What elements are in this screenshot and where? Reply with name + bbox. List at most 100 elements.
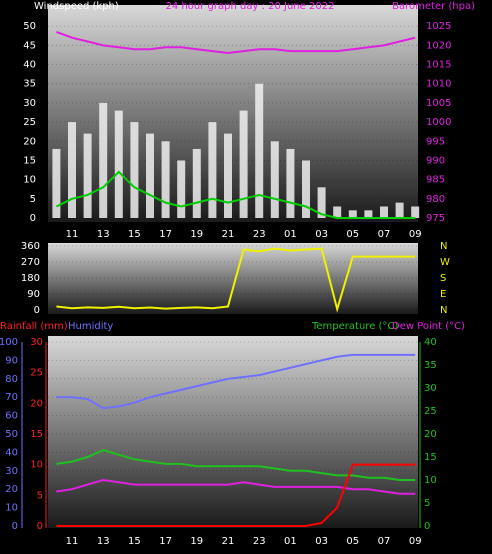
y-tick-label: 15	[23, 155, 36, 166]
y-tick-label: 1000	[426, 117, 451, 128]
x-tick-label: 11	[66, 229, 79, 240]
x-tick-label: 19	[190, 536, 203, 547]
bar	[114, 110, 123, 218]
y-tick-label: 40	[23, 60, 36, 71]
bar	[348, 210, 357, 218]
x-tick-label: 03	[315, 229, 328, 240]
y-tick-label: 70	[5, 392, 18, 403]
y-tick-label: 180	[21, 273, 40, 284]
x-tick-label: 23	[253, 536, 266, 547]
y-tick-label: 0	[12, 521, 18, 532]
y-tick-label: 0	[30, 213, 36, 224]
x-tick-label: 07	[378, 536, 391, 547]
x-tick-label: 05	[346, 536, 359, 547]
bar	[380, 206, 388, 218]
bar	[411, 206, 420, 218]
y-tick-label: 20	[5, 484, 18, 495]
series-line	[56, 478, 416, 495]
bar	[302, 160, 310, 218]
x-tick-label: 13	[97, 536, 110, 547]
direction-label: N	[440, 241, 447, 252]
y-tick-label: 20	[424, 429, 437, 440]
series-line	[56, 30, 416, 55]
x-tick-label: 07	[378, 229, 391, 240]
y-tick-label: 10	[30, 460, 43, 471]
y-tick-label: 25	[30, 368, 43, 379]
x-tick-label: 15	[128, 536, 141, 547]
y-axis-title: Windspeed (kph)	[34, 1, 119, 12]
x-tick-label: 03	[315, 536, 328, 547]
y-tick-label: 20	[30, 398, 43, 409]
y-tick-label: 5	[30, 194, 36, 205]
bar	[161, 141, 170, 218]
y-tick-label: 25	[424, 406, 437, 417]
bar	[364, 210, 373, 218]
bar	[224, 133, 232, 218]
bar	[146, 133, 154, 218]
y-tick-label: 80	[5, 374, 18, 385]
plot-area	[48, 336, 418, 528]
bar	[177, 160, 186, 218]
bar	[270, 141, 279, 218]
x-tick-label: 09	[409, 229, 422, 240]
bar	[99, 102, 108, 218]
bar	[239, 110, 248, 218]
direction-label: E	[440, 289, 446, 300]
y-tick-label: 30	[424, 383, 437, 394]
bar	[255, 83, 264, 219]
y-axis-title: Humidity	[68, 321, 113, 332]
direction-label: N	[440, 305, 447, 316]
bar	[317, 187, 326, 218]
y-tick-label: 20	[23, 136, 36, 147]
bar	[52, 148, 61, 218]
x-tick-label: 21	[222, 229, 235, 240]
bar	[333, 206, 342, 218]
y-tick-label: 90	[5, 355, 18, 366]
x-tick-label: 19	[190, 229, 203, 240]
y-tick-label: 5	[424, 498, 430, 509]
y-tick-label: 90	[27, 289, 40, 300]
y3-axis-title: Rainfall (mm)	[0, 321, 68, 332]
x-tick-label: 17	[159, 536, 172, 547]
y-tick-label: 0	[37, 521, 43, 532]
y-tick-label: 5	[37, 490, 43, 501]
x-tick-label: 11	[66, 536, 79, 547]
y-tick-label: 40	[424, 337, 437, 348]
y-tick-label: 100	[0, 337, 18, 348]
y-tick-label: 60	[5, 411, 18, 422]
x-tick-label: 01	[284, 229, 297, 240]
bar	[83, 133, 92, 218]
y-tick-label: 15	[424, 452, 437, 463]
bar	[130, 122, 139, 218]
y-tick-label: 985	[426, 175, 445, 186]
y-tick-label: 45	[23, 40, 36, 51]
x-tick-label: 13	[97, 229, 110, 240]
series-line	[56, 449, 416, 481]
series-line	[55, 170, 416, 219]
y2-axis-title: Barometer (hpa)	[392, 1, 475, 12]
y-tick-label: 1005	[426, 98, 451, 109]
bar	[68, 122, 76, 218]
y-tick-label: 990	[426, 155, 445, 166]
y-tick-label: 10	[424, 475, 437, 486]
series-line	[56, 463, 416, 527]
bar	[395, 202, 404, 218]
y-tick-label: 35	[23, 79, 36, 90]
y-tick-label: 50	[23, 21, 36, 32]
y-tick-label: 1020	[426, 40, 451, 51]
x-tick-label: 15	[128, 229, 141, 240]
plot-area	[48, 5, 418, 222]
y-tick-label: 15	[30, 429, 43, 440]
y-tick-label: 360	[21, 241, 40, 252]
y-tick-label: 10	[23, 175, 36, 186]
y-tick-label: 30	[30, 337, 43, 348]
y-tick-label: 1025	[426, 21, 451, 32]
direction-label: S	[440, 273, 446, 284]
y-tick-label: 0	[424, 521, 430, 532]
y-tick-label: 25	[23, 117, 36, 128]
y-tick-label: 30	[5, 466, 18, 477]
y2-axis-title: Temperature (°C)	[311, 321, 398, 332]
x-tick-label: 17	[159, 229, 172, 240]
direction-label: W	[440, 257, 450, 268]
y-tick-label: 10	[5, 503, 18, 514]
